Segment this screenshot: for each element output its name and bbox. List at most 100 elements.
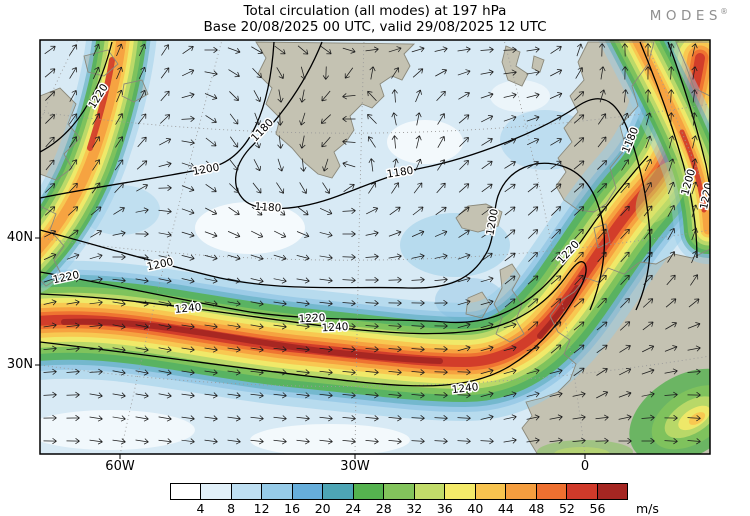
wind-arrow <box>135 323 149 330</box>
wind-arrow <box>411 346 425 353</box>
wind-arrow <box>43 299 57 306</box>
wind-arrow <box>481 183 493 193</box>
wind-arrow <box>89 345 103 352</box>
wind-arrow <box>434 276 448 283</box>
wind-arrow <box>643 274 653 286</box>
wind-arrow <box>480 345 494 352</box>
wind-arrow <box>668 181 675 195</box>
wind-arrow <box>644 181 653 194</box>
wind-arrow <box>687 391 701 399</box>
wind-arrow <box>691 112 698 126</box>
colorbar-unit: m/s <box>636 501 659 516</box>
wind-arrow <box>480 438 494 445</box>
wind-arrow <box>691 181 698 195</box>
wind-arrow <box>250 438 264 445</box>
wind-arrow <box>480 276 494 283</box>
contour-label: 1220 <box>298 312 325 325</box>
wind-arrow <box>481 160 493 170</box>
wind-arrow <box>204 93 218 100</box>
wind-arrow <box>691 43 698 57</box>
wind-arrow <box>667 251 676 263</box>
wind-arrow <box>112 392 126 399</box>
wind-arrow <box>365 438 379 445</box>
wind-arrow <box>158 161 172 168</box>
wind-arrow <box>135 369 149 376</box>
wind-arrow <box>457 276 471 283</box>
wind-arrow <box>480 368 494 375</box>
wind-arrow <box>276 182 285 194</box>
wind-arrow <box>691 66 698 80</box>
wind-arrow <box>160 67 170 79</box>
wind-arrow <box>181 115 195 122</box>
wind-arrow <box>319 346 333 353</box>
wind-arrow <box>618 414 632 421</box>
chart-title: Total circulation (all modes) at 197 hPa <box>243 3 507 19</box>
wind-arrow <box>365 369 379 376</box>
graticule <box>40 40 710 454</box>
wind-arrow <box>620 298 630 308</box>
wind-arrow <box>320 114 331 124</box>
wind-arrow <box>665 298 677 308</box>
wind-arrow <box>66 414 80 422</box>
wind-arrow <box>457 345 471 352</box>
wind-arrow <box>204 346 218 353</box>
wind-arrow <box>181 139 195 146</box>
wind-speed-shading <box>40 40 710 454</box>
wind-arrow <box>573 344 585 354</box>
wind-arrow <box>321 136 331 148</box>
wind-arrow <box>480 69 494 76</box>
wind-arrow <box>435 68 448 77</box>
wind-arrow <box>66 253 80 260</box>
wind-arrow <box>596 390 609 399</box>
wind-arrow <box>227 47 241 54</box>
contour-line-1220-nw <box>40 41 113 153</box>
wind-arrow <box>250 415 264 422</box>
wind-arrow <box>365 253 379 260</box>
wind-arrow <box>437 136 446 148</box>
wind-arrow <box>115 136 124 148</box>
wind-arrow <box>620 251 630 263</box>
wind-arrow <box>342 438 356 445</box>
wind-arrow <box>229 113 239 125</box>
wind-arrow <box>437 159 446 171</box>
wind-arrow <box>296 300 310 307</box>
wind-arrow <box>320 45 332 55</box>
wind-arrow <box>641 368 655 375</box>
wind-arrow <box>367 136 376 148</box>
wind-arrow <box>596 367 608 376</box>
wind-arrow <box>68 182 78 193</box>
wind-arrow <box>550 275 562 285</box>
wind-arrow <box>89 392 103 399</box>
colorbar <box>170 483 628 500</box>
wind-arrow <box>277 135 284 149</box>
wind-arrow <box>136 183 149 192</box>
wind-arrow <box>457 46 471 53</box>
wind-arrow <box>526 414 540 421</box>
contour-line-1220 <box>40 155 649 324</box>
wind-arrow <box>503 391 517 398</box>
wind-arrow <box>549 391 563 398</box>
wind-arrow <box>89 438 103 445</box>
wind-arrow <box>412 68 424 78</box>
wind-arrow <box>181 369 195 376</box>
wind-arrow <box>204 438 218 445</box>
wind-arrow <box>388 392 402 399</box>
wind-arrow <box>503 69 517 76</box>
wind-arrow <box>342 254 356 261</box>
wind-arrow <box>160 114 171 124</box>
wind-arrow <box>457 438 471 445</box>
wind-arrow <box>457 415 471 422</box>
wind-arrow <box>458 229 470 238</box>
wind-arrow <box>319 415 333 422</box>
wind-arrow <box>205 137 217 147</box>
wind-arrow <box>45 114 55 124</box>
wind-arrow <box>644 66 652 80</box>
wind-arrow <box>89 322 103 329</box>
wind-arrow <box>273 254 287 261</box>
wind-arrow <box>642 321 654 331</box>
wind-arrow <box>458 114 470 124</box>
wind-arrow <box>690 274 699 286</box>
wind-arrow <box>43 253 57 260</box>
wind-arrow <box>480 414 494 421</box>
wind-arrow <box>574 228 584 240</box>
